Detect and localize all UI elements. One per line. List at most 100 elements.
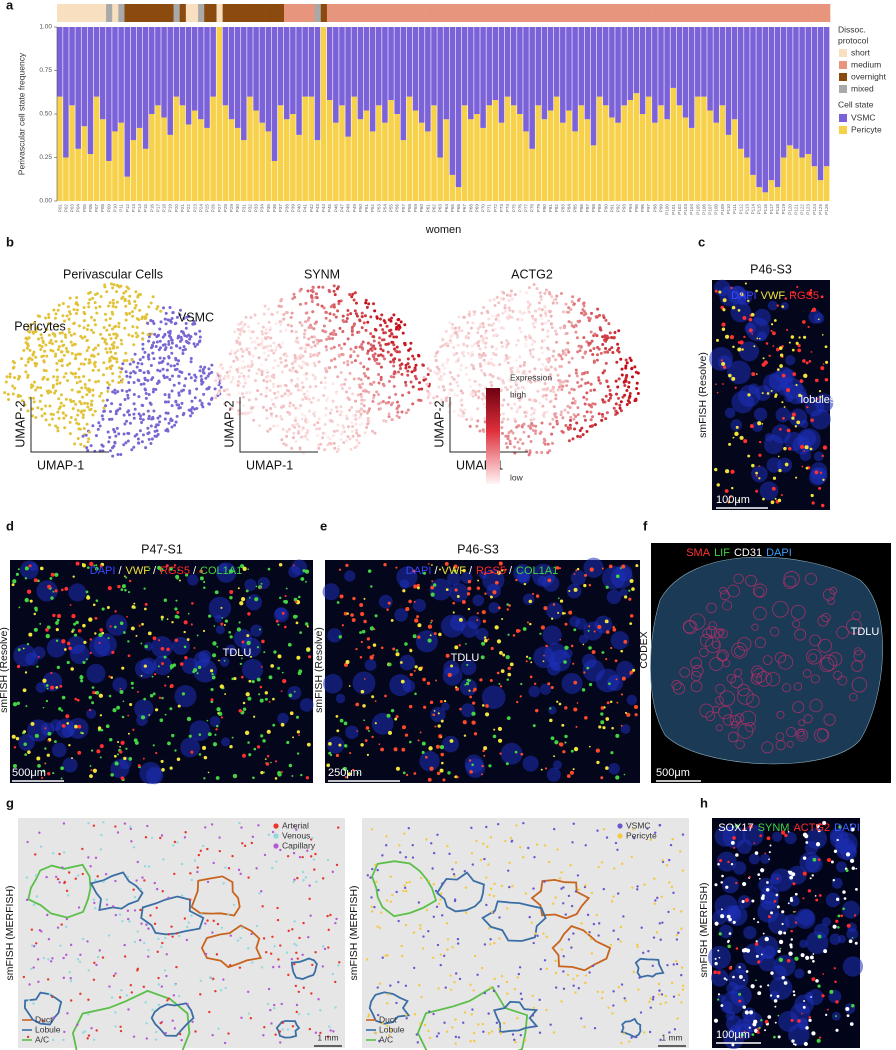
signal-dot (808, 291, 813, 295)
protocol-cell (596, 4, 604, 22)
umap-point (256, 389, 260, 393)
bar-segment (216, 27, 223, 201)
signal-dot (402, 771, 406, 775)
umap-point (406, 362, 410, 366)
umap-point (581, 433, 585, 437)
bar-segment (149, 27, 155, 114)
umap-point (508, 442, 512, 446)
umap-point (172, 383, 176, 387)
signal-dot (338, 635, 342, 639)
x-tick-label: P54 (382, 204, 387, 213)
signal-dot (593, 630, 596, 633)
umap-point (153, 434, 157, 438)
signal-dot (306, 647, 311, 652)
umap-point (301, 354, 305, 358)
umap-point (180, 338, 184, 342)
umap-point (469, 392, 473, 396)
umap-point (193, 332, 197, 336)
signal-dot (600, 712, 604, 716)
umap-point (539, 368, 543, 372)
signal-dot (468, 759, 472, 762)
signal-dot (197, 665, 202, 670)
nucleus-blob (724, 407, 736, 419)
umap-point (300, 323, 304, 327)
umap-point (355, 431, 359, 435)
signal-dot (741, 899, 745, 904)
umap-point (126, 431, 130, 435)
umap-point (531, 347, 535, 351)
umap-point (582, 304, 586, 308)
protocol-cell (112, 4, 119, 22)
bar-segment (431, 105, 437, 201)
umap-point (389, 353, 393, 357)
umap-point (618, 406, 622, 410)
umap-point (132, 402, 136, 406)
umap-point (464, 366, 468, 370)
protocol-cell (406, 4, 414, 22)
protocol-cell (719, 4, 727, 22)
signal-dot (412, 634, 417, 639)
umap-point (564, 423, 568, 427)
signal-dot (268, 675, 273, 680)
signal-dot (11, 734, 16, 739)
umap-point (108, 333, 112, 337)
umap-point (505, 339, 509, 343)
umap-point (461, 391, 465, 395)
umap-point (189, 357, 193, 361)
signal-dot (133, 602, 136, 605)
signal-dot (477, 579, 480, 582)
umap-point (267, 349, 271, 353)
bar-segment (523, 27, 529, 132)
x-tick-label: P109 (720, 204, 725, 215)
umap-point (69, 333, 73, 337)
bar-segment (320, 27, 327, 201)
umap-point (345, 316, 349, 320)
umap-point (435, 394, 439, 398)
umap-point (109, 337, 113, 341)
umap-point (365, 425, 369, 429)
legend-label: Pericyte (851, 124, 882, 134)
umap-point (366, 419, 370, 423)
umap-point (561, 349, 565, 353)
bar-segment (768, 180, 775, 201)
umap-point (279, 305, 283, 309)
y-axis-label: Perivascular cell state frequency (16, 52, 26, 175)
umap-point (529, 440, 533, 444)
umap-point (56, 308, 60, 312)
umap-point (127, 287, 131, 291)
legend-title: protocol (838, 35, 868, 45)
signal-dot (427, 563, 430, 565)
umap-point (282, 312, 286, 316)
signal-dot (77, 750, 82, 755)
signal-dot (228, 569, 234, 574)
umap-point (567, 350, 571, 354)
protocol-cell (167, 4, 174, 22)
nucleus-blob (794, 994, 814, 1015)
protocol-cell (756, 4, 763, 22)
umap-point (95, 311, 99, 315)
nucleus-blob (174, 685, 197, 708)
signal-dot (187, 612, 190, 615)
umap-point (5, 375, 9, 379)
umap-point (323, 432, 327, 436)
signal-dot (366, 637, 371, 641)
bar-segment (198, 27, 204, 120)
signal-dot (810, 493, 814, 498)
signal-dot (734, 431, 739, 437)
signal-dot (374, 700, 377, 703)
umap-point (280, 394, 284, 398)
signal-dot (810, 351, 813, 353)
umap-point (332, 345, 336, 349)
signal-dot (439, 744, 445, 750)
protocol-cell (124, 4, 131, 22)
umap-point (399, 320, 403, 324)
signal-dot (505, 655, 510, 660)
signal-dot (143, 664, 147, 668)
umap-point (226, 376, 230, 380)
protocol-cell (204, 4, 211, 22)
signal-dot (90, 769, 93, 772)
signal-dot (153, 672, 157, 676)
umap-point (210, 363, 214, 367)
signal-dot (632, 668, 636, 672)
signal-dot (85, 590, 89, 594)
